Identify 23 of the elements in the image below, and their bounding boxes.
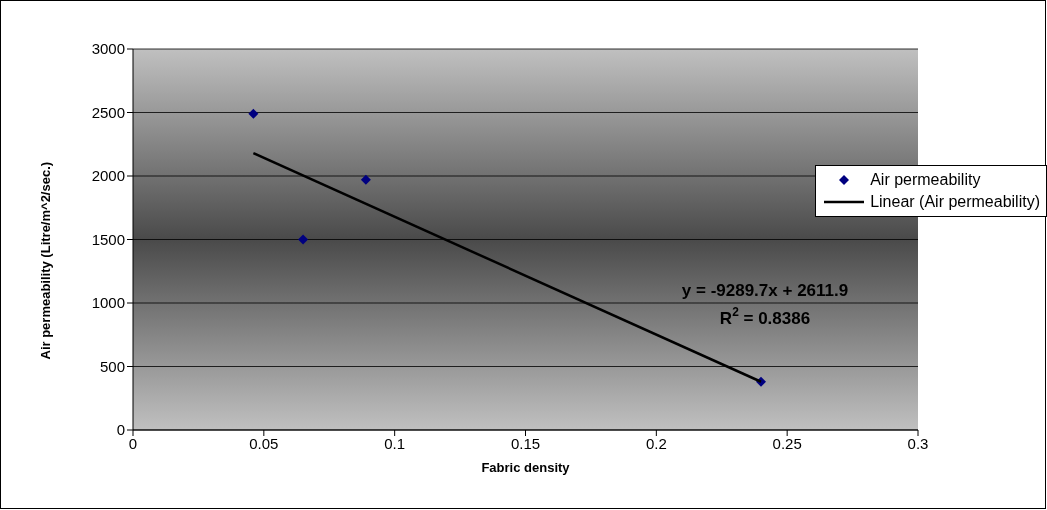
y-tick-label: 3000 [91, 40, 125, 58]
y-tick-label: 0 [116, 421, 125, 439]
x-tick-label: 0.2 [645, 434, 667, 452]
x-tick-label: 0.15 [510, 434, 541, 452]
x-tick-label: 0.25 [772, 434, 802, 452]
x-tick-label: 0.05 [249, 434, 279, 452]
y-axis-title: Air permeability (Litre/m^2/sec.) [37, 161, 53, 360]
y-tick-label: 2000 [91, 167, 125, 185]
y-tick-label: 1500 [91, 230, 125, 248]
annotation: y = -9289.7x + 2611.9 [681, 281, 849, 301]
point [360, 174, 371, 185]
legend-label: Air permeability [870, 170, 981, 190]
point [248, 108, 259, 119]
point [298, 234, 309, 245]
annotation: R$^{2}$ = 0.8386 [719, 305, 811, 329]
y-tick-label: 500 [99, 357, 125, 375]
legend-label: Linear (Air permeability) [870, 192, 1040, 212]
y-tick-label: 1000 [91, 294, 125, 312]
y-tick-label: 2500 [91, 103, 125, 121]
x-tick-label: 0.1 [384, 434, 406, 452]
x-tick-label: 0 [128, 434, 138, 452]
x-axis-title: Fabric density [481, 460, 571, 475]
x-tick-label: 0.3 [907, 434, 929, 452]
